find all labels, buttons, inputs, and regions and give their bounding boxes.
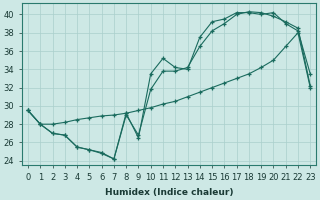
X-axis label: Humidex (Indice chaleur): Humidex (Indice chaleur) — [105, 188, 233, 197]
